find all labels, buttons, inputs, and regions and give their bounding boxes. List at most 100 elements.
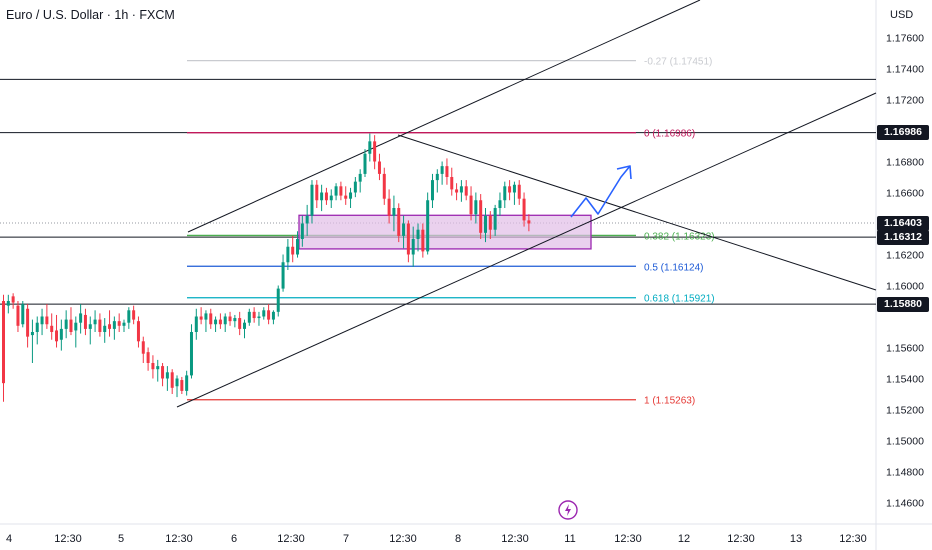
channel-upper-line[interactable] <box>187 0 701 233</box>
candle[interactable] <box>50 313 54 340</box>
candle[interactable] <box>392 195 396 232</box>
candle[interactable] <box>488 211 492 239</box>
candle[interactable] <box>469 186 473 221</box>
candle[interactable] <box>339 181 343 201</box>
candle[interactable] <box>406 220 410 263</box>
candle[interactable] <box>493 204 497 236</box>
candle[interactable] <box>464 180 468 201</box>
currency-label[interactable]: USD <box>890 9 914 21</box>
candle[interactable] <box>40 308 44 336</box>
candle[interactable] <box>141 336 145 363</box>
candle[interactable] <box>228 311 232 326</box>
candle[interactable] <box>79 304 83 334</box>
candle[interactable] <box>218 313 222 329</box>
candle[interactable] <box>310 180 314 224</box>
candle[interactable] <box>35 316 39 345</box>
candle[interactable] <box>127 307 131 329</box>
candle[interactable] <box>103 318 107 343</box>
candle[interactable] <box>387 189 391 224</box>
candle[interactable] <box>45 304 49 329</box>
candle[interactable] <box>151 355 155 379</box>
candle[interactable] <box>522 192 526 227</box>
candle[interactable] <box>329 189 333 208</box>
candle[interactable] <box>132 305 136 325</box>
candle[interactable] <box>397 203 401 243</box>
candle[interactable] <box>281 254 285 292</box>
candle[interactable] <box>257 311 261 326</box>
candle[interactable] <box>353 177 357 198</box>
candle[interactable] <box>214 316 218 333</box>
candle[interactable] <box>517 180 521 205</box>
candle[interactable] <box>146 347 150 371</box>
candle[interactable] <box>11 293 15 309</box>
candle[interactable] <box>30 319 34 363</box>
candle[interactable] <box>170 369 174 394</box>
candle[interactable] <box>64 310 68 339</box>
candle[interactable] <box>349 187 353 208</box>
candle[interactable] <box>189 324 193 379</box>
candle[interactable] <box>421 223 425 258</box>
candle[interactable] <box>117 313 121 332</box>
candle[interactable] <box>108 310 112 337</box>
candle[interactable] <box>411 226 415 267</box>
candle[interactable] <box>59 319 63 351</box>
candle[interactable] <box>122 319 126 332</box>
candle[interactable] <box>416 223 420 252</box>
candle[interactable] <box>296 231 300 258</box>
descending-trendline[interactable] <box>397 134 877 291</box>
candle[interactable] <box>344 186 348 205</box>
candle[interactable] <box>238 311 242 336</box>
candle[interactable] <box>291 235 295 263</box>
candle[interactable] <box>276 285 280 317</box>
candle[interactable] <box>74 316 78 348</box>
candle[interactable] <box>243 319 246 339</box>
candle[interactable] <box>368 133 372 162</box>
candle[interactable] <box>93 310 97 332</box>
candle[interactable] <box>484 208 487 243</box>
candle[interactable] <box>185 370 189 396</box>
candle[interactable] <box>267 304 271 325</box>
candle[interactable] <box>320 184 324 212</box>
candlestick-series[interactable] <box>2 133 531 402</box>
candle[interactable] <box>156 359 160 382</box>
candle[interactable] <box>300 215 304 247</box>
candle[interactable] <box>199 307 203 325</box>
candle[interactable] <box>6 294 10 314</box>
candle[interactable] <box>98 313 102 337</box>
candle[interactable] <box>175 375 179 398</box>
candle[interactable] <box>252 307 256 323</box>
candle[interactable] <box>324 187 328 205</box>
candle[interactable] <box>180 376 184 394</box>
candle[interactable] <box>2 294 5 402</box>
candle[interactable] <box>402 215 406 249</box>
candle[interactable] <box>440 161 444 185</box>
candle[interactable] <box>527 214 531 232</box>
candle[interactable] <box>377 153 381 181</box>
candle[interactable] <box>430 173 434 208</box>
candle[interactable] <box>247 308 251 326</box>
candle[interactable] <box>334 183 338 201</box>
candle[interactable] <box>315 180 319 208</box>
candle[interactable] <box>455 183 459 201</box>
candle[interactable] <box>69 307 73 336</box>
candle[interactable] <box>88 316 92 345</box>
candle[interactable] <box>426 192 430 255</box>
candle[interactable] <box>233 314 237 328</box>
candle[interactable] <box>262 307 266 320</box>
candle[interactable] <box>508 180 512 201</box>
candle[interactable] <box>479 194 483 239</box>
candle[interactable] <box>358 169 362 193</box>
candle[interactable] <box>21 301 25 328</box>
candle[interactable] <box>305 204 309 236</box>
candle[interactable] <box>363 149 367 177</box>
candle[interactable] <box>204 310 208 332</box>
candle[interactable] <box>450 167 454 196</box>
candle[interactable] <box>474 192 478 224</box>
candle[interactable] <box>209 308 213 329</box>
candle[interactable] <box>26 304 30 348</box>
candle[interactable] <box>512 181 516 205</box>
candle[interactable] <box>503 181 507 208</box>
candle[interactable] <box>271 310 275 325</box>
